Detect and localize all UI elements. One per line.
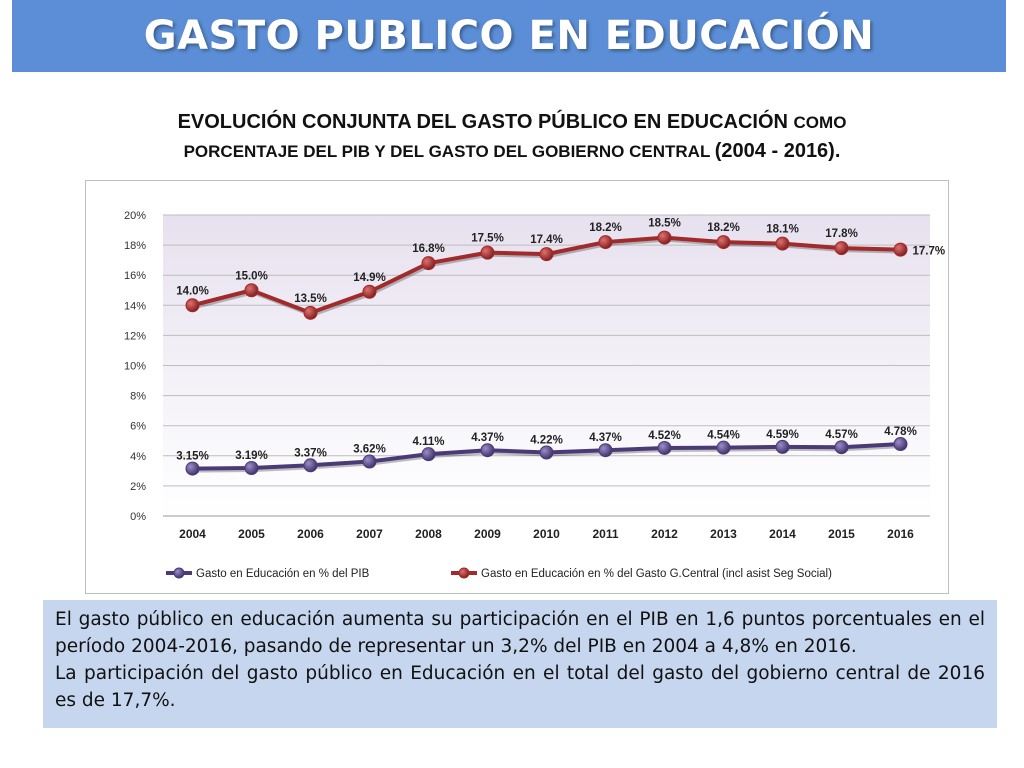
y-tick-label: 12% (124, 330, 146, 342)
legend-label: Gasto en Educación en % del Gasto G.Cent… (481, 568, 832, 580)
data-point (303, 458, 318, 473)
data-label: 16.8% (412, 243, 445, 255)
data-point (185, 298, 200, 313)
x-tick-label: 2008 (415, 527, 442, 541)
y-tick-label: 20% (124, 210, 146, 222)
y-tick-label: 0% (130, 511, 146, 523)
data-point (598, 443, 613, 458)
data-point (598, 235, 613, 250)
data-label: 17.5% (471, 233, 504, 245)
data-point (716, 235, 731, 250)
data-label: 3.19% (235, 450, 268, 462)
data-point (657, 440, 672, 455)
data-point (244, 460, 259, 475)
data-label: 13.5% (294, 293, 327, 305)
x-tick-label: 2013 (710, 527, 737, 541)
chart-frame: 0% 2% 4% 6% 8% 10% 12% 14% 16% 18% 20% 2004 2005 2006… (85, 180, 949, 594)
data-label: 18.5% (648, 218, 681, 230)
data-label: 3.15% (176, 451, 209, 463)
data-label: 4.54% (707, 430, 740, 442)
data-label: 4.57% (825, 429, 858, 441)
x-tick-label: 2004 (179, 527, 206, 541)
data-point (480, 443, 495, 458)
data-label: 17.4% (530, 234, 563, 246)
data-point (303, 305, 318, 320)
subtitle-part2: COMO (793, 113, 847, 132)
data-point (421, 447, 436, 462)
data-label: 14.9% (353, 272, 386, 284)
data-label: 4.22% (530, 434, 563, 446)
data-point (362, 284, 377, 299)
data-label: 3.37% (294, 447, 327, 459)
x-tick-label: 2012 (651, 527, 678, 541)
data-label: 4.37% (471, 432, 504, 444)
data-point (893, 437, 908, 452)
x-tick-label: 2007 (356, 527, 383, 541)
x-tick-label: 2005 (238, 527, 265, 541)
data-point (657, 230, 672, 245)
summary-paragraph-1: El gasto público en educación aumenta su… (55, 609, 985, 657)
summary-paragraph-2: La participación del gasto público en Ed… (55, 663, 985, 711)
data-label: 4.11% (413, 436, 445, 448)
y-tick-label: 4% (130, 451, 146, 463)
data-point (716, 440, 731, 455)
x-tick-label: 2011 (592, 527, 618, 541)
x-tick-label: 2009 (474, 527, 501, 541)
data-point (362, 454, 377, 469)
data-label: 4.78% (884, 426, 917, 438)
data-point (893, 242, 908, 257)
data-point (775, 439, 790, 454)
x-tick-label: 2014 (769, 527, 796, 541)
x-tick-label: 2016 (887, 527, 914, 541)
line-chart: 0% 2% 4% 6% 8% 10% 12% 14% 16% 18% 20% 2004 2005 2006… (124, 210, 946, 580)
y-tick-label: 14% (124, 300, 146, 312)
y-tick-label: 16% (124, 270, 146, 282)
chart-subtitle: EVOLUCIÓN CONJUNTA DEL GASTO PÚBLICO EN … (60, 108, 964, 166)
data-label: 18.2% (589, 222, 622, 234)
data-point (185, 461, 200, 476)
data-label: 18.1% (766, 224, 799, 236)
subtitle-part1: EVOLUCIÓN CONJUNTA DEL GASTO PÚBLICO EN … (177, 111, 794, 133)
data-label: 17.7% (913, 246, 946, 258)
data-label: 4.52% (648, 430, 681, 442)
subtitle-part4: (2004 - 2016). (714, 140, 841, 162)
x-tick-label: 2006 (297, 527, 324, 541)
data-label: 14.0% (176, 285, 209, 297)
data-label: 4.59% (766, 429, 799, 441)
page-title: GASTO PUBLICO EN EDUCACIÓN (143, 13, 875, 59)
legend-marker (173, 567, 185, 579)
data-point (775, 236, 790, 251)
data-label: 3.62% (353, 444, 386, 456)
data-label: 15.0% (235, 270, 268, 282)
y-tick-label: 10% (124, 361, 146, 373)
subtitle-part3: PORCENTAJE DEL PIB Y DEL GASTO DEL GOBIE… (183, 142, 715, 161)
legend-marker (458, 567, 470, 579)
y-tick-label: 2% (130, 481, 146, 493)
title-bar: GASTO PUBLICO EN EDUCACIÓN (12, 0, 1006, 72)
legend-label: Gasto en Educación en % del PIB (196, 568, 370, 580)
data-point (244, 283, 259, 298)
y-tick-label: 6% (130, 421, 146, 433)
data-point (480, 245, 495, 260)
data-label: 18.2% (707, 222, 740, 234)
data-label: 17.8% (825, 228, 858, 240)
x-tick-label: 2010 (533, 527, 560, 541)
y-tick-label: 8% (130, 391, 146, 403)
data-point (539, 247, 554, 262)
summary-box: El gasto público en educación aumenta su… (43, 600, 997, 728)
x-tick-label: 2015 (828, 527, 855, 541)
y-tick-label: 18% (124, 240, 146, 252)
data-point (834, 440, 849, 455)
data-point (834, 241, 849, 256)
data-label: 4.37% (589, 432, 622, 444)
data-point (539, 445, 554, 460)
data-point (421, 256, 436, 271)
